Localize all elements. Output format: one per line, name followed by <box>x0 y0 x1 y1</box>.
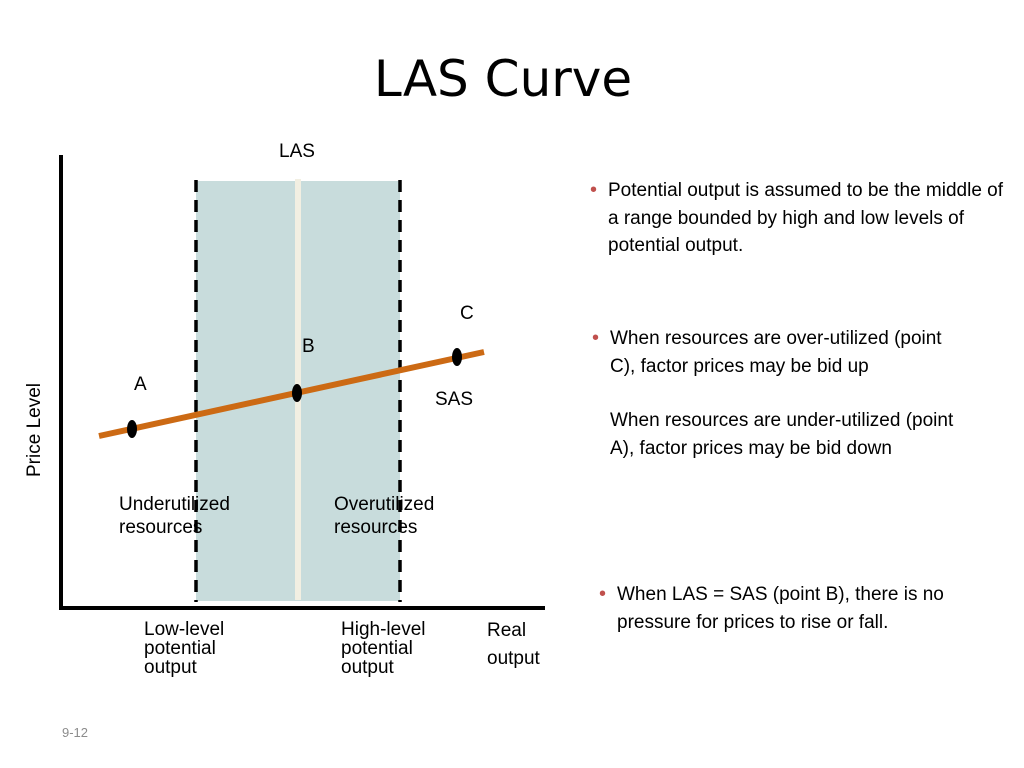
slide-title: LAS Curve <box>373 50 633 108</box>
bullet-text: When LAS = SAS (point B), there is no pr… <box>617 584 944 633</box>
underutilized-label: Underutilized resources <box>119 494 230 538</box>
bullet-equilibrium: • When LAS = SAS (point B), there is no p… <box>599 581 1009 636</box>
bullet-dot: • <box>592 327 600 349</box>
point-b-marker <box>292 384 302 402</box>
sas-label: SAS <box>435 389 474 410</box>
point-b-label: B <box>302 336 315 357</box>
sas-curve <box>98 349 485 439</box>
bullet-text-over: When resources are over-utilized (point … <box>610 328 942 377</box>
overutilized-label: Overutilized resources <box>334 494 435 538</box>
x-axis-label: Real output <box>487 620 540 669</box>
point-a-label: A <box>134 374 147 395</box>
bullet-potential-output: • Potential output is assumed to be the m… <box>590 177 1008 260</box>
low-level-potential-output-label: Low-level potential output <box>144 619 225 678</box>
bullet-dot: • <box>599 583 607 605</box>
bullet-dot: • <box>590 179 598 201</box>
point-c-label: C <box>460 303 474 324</box>
slide-number: 9-12 <box>62 725 89 740</box>
y-axis-label: Price Level <box>24 383 45 477</box>
las-label: LAS <box>279 141 315 162</box>
point-c-marker <box>452 348 462 366</box>
bullet-resource-utilization: • When resources are over-utilized (point… <box>592 325 972 462</box>
point-a-marker <box>127 420 137 438</box>
bullet-text: Potential output is assumed to be the mi… <box>608 180 1004 256</box>
high-level-potential-output-label: High-level potential output <box>341 619 426 678</box>
bullet-text-under: When resources are under-utilized (point… <box>610 410 954 459</box>
